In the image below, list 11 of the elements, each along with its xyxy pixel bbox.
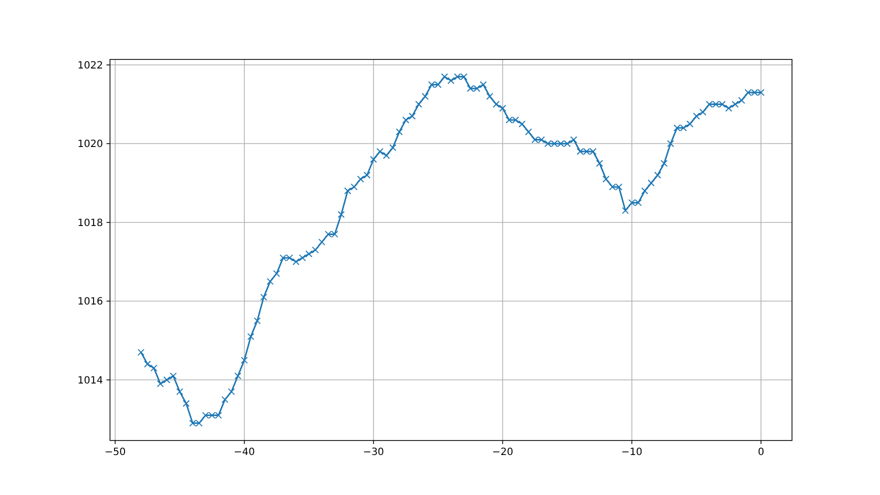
x-tick-label: −50 bbox=[104, 447, 126, 458]
y-tick-label: 1022 bbox=[78, 60, 103, 72]
x-tick-label: −10 bbox=[621, 447, 642, 458]
x-tick-label: −30 bbox=[362, 447, 384, 458]
x-tick-label: −20 bbox=[492, 447, 514, 458]
y-tick-label: 1018 bbox=[78, 218, 103, 229]
y-tick-label: 1014 bbox=[78, 375, 103, 386]
x-tick-label: −40 bbox=[234, 447, 255, 458]
y-tick-label: 1016 bbox=[78, 296, 103, 308]
y-tick-label: 1020 bbox=[78, 139, 103, 150]
x-tick-label: 0 bbox=[758, 447, 764, 458]
